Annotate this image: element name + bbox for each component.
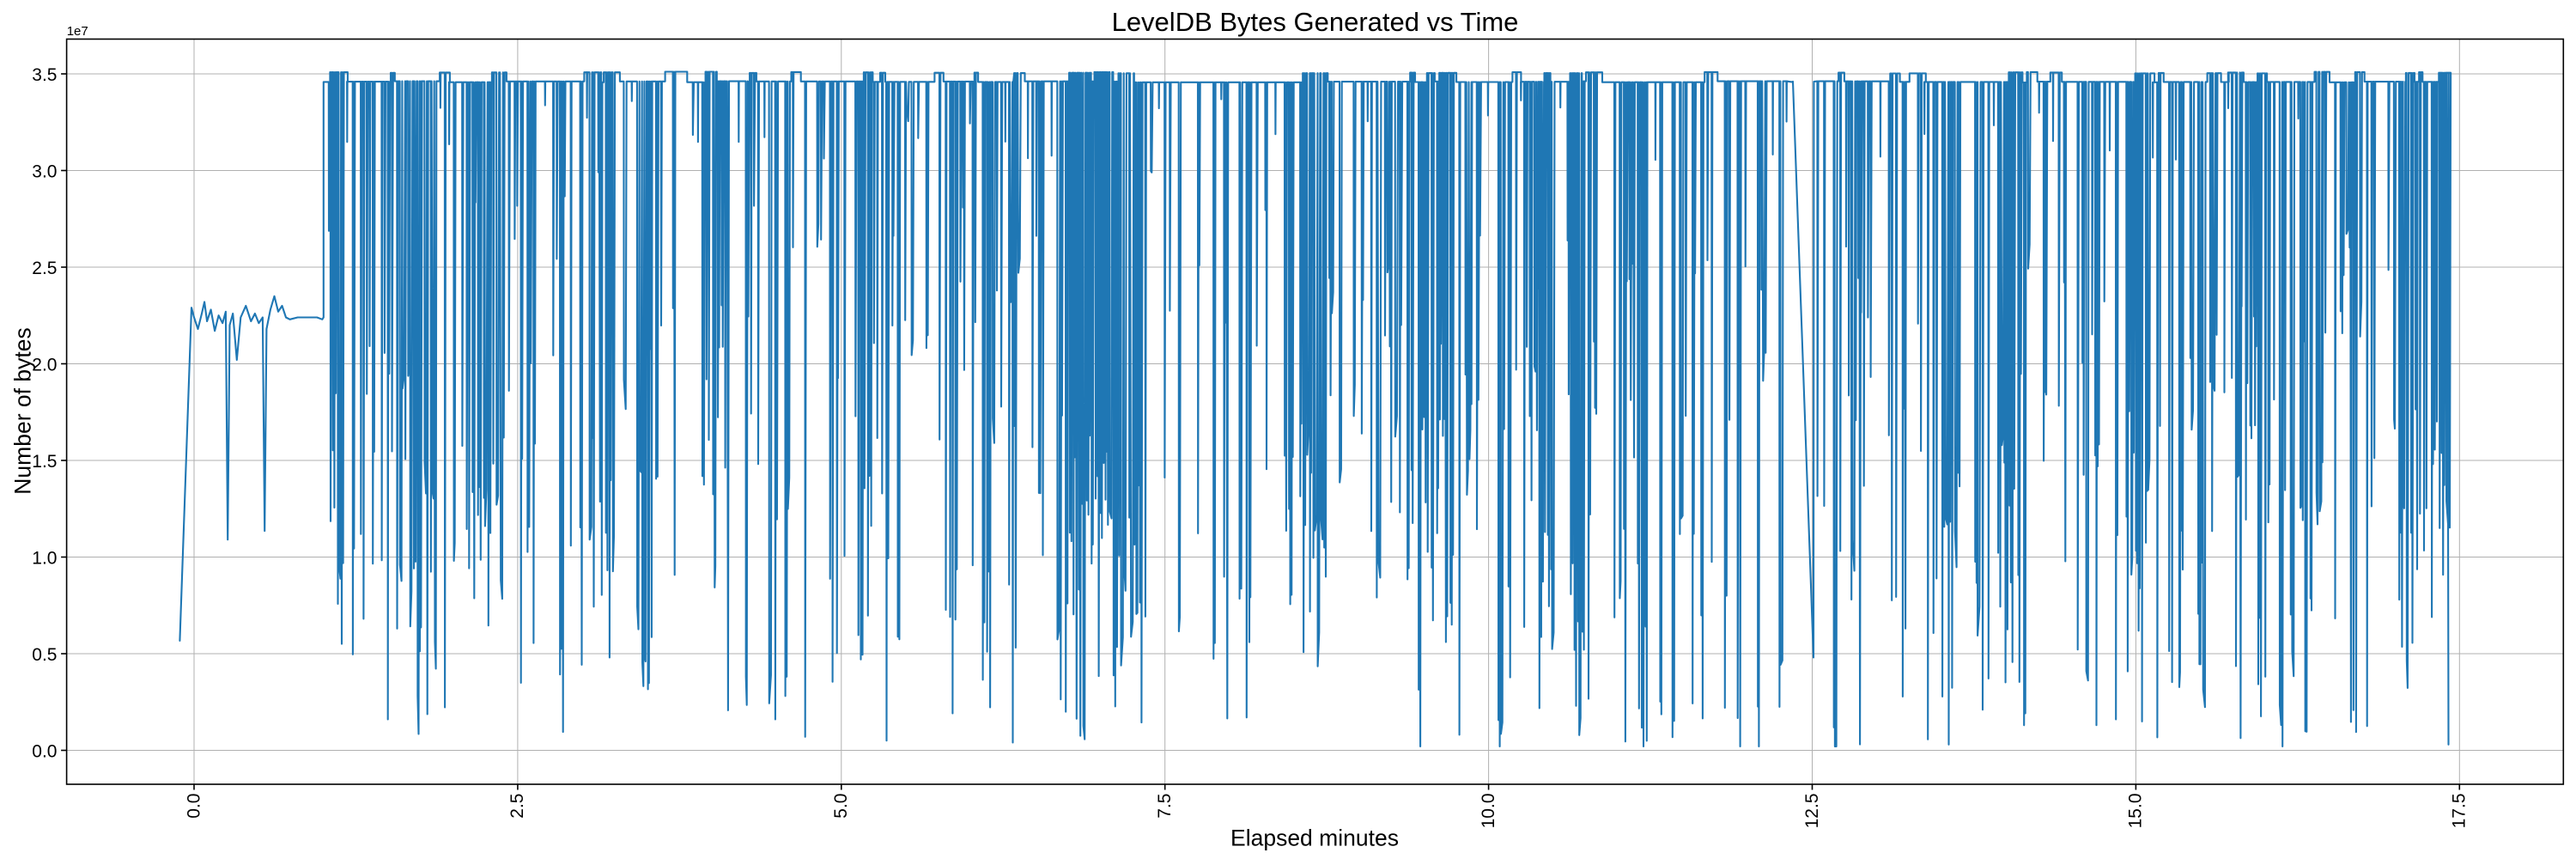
- svg-text:7.5: 7.5: [1155, 794, 1175, 819]
- svg-text:0.0: 0.0: [32, 742, 57, 762]
- svg-text:15.0: 15.0: [2126, 794, 2146, 829]
- svg-text:1.0: 1.0: [32, 549, 57, 569]
- svg-text:10.0: 10.0: [1479, 794, 1498, 829]
- svg-text:0.5: 0.5: [32, 645, 57, 665]
- svg-text:LevelDB Bytes Generated vs Tim: LevelDB Bytes Generated vs Time: [1112, 7, 1519, 37]
- svg-text:5.0: 5.0: [831, 794, 851, 819]
- svg-text:17.5: 17.5: [2450, 794, 2470, 829]
- svg-text:Number of bytes: Number of bytes: [10, 327, 36, 494]
- svg-text:2.5: 2.5: [507, 794, 527, 819]
- svg-text:3.0: 3.0: [32, 162, 57, 182]
- svg-text:3.5: 3.5: [32, 65, 57, 85]
- svg-text:12.5: 12.5: [1802, 794, 1822, 829]
- svg-text:2.0: 2.0: [32, 356, 57, 375]
- svg-text:Elapsed minutes: Elapsed minutes: [1230, 825, 1399, 851]
- svg-text:1.5: 1.5: [32, 452, 57, 472]
- svg-text:0.0: 0.0: [184, 794, 204, 819]
- svg-text:1e7: 1e7: [67, 24, 88, 39]
- svg-text:2.5: 2.5: [32, 259, 57, 278]
